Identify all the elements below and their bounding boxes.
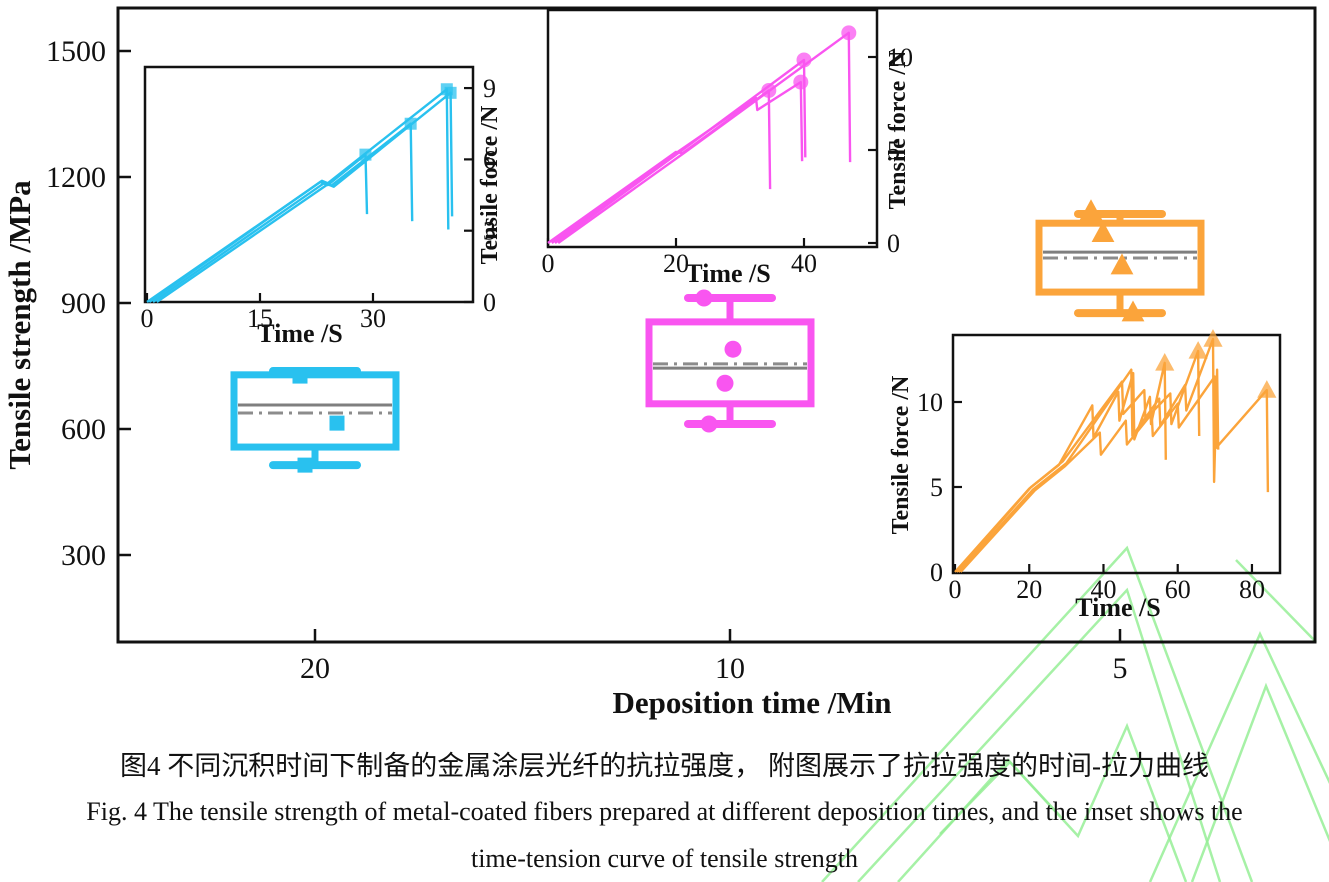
caption-chinese: 图4 不同沉积时间下制备的金属涂层光纤的抗拉强度， 附图展示了抗拉强度的时间-拉…: [120, 751, 1209, 781]
svg-text:Tensile strength /MPa: Tensile strength /MPa: [2, 180, 37, 470]
svg-text:0: 0: [542, 249, 555, 278]
svg-text:Tensile force /N: Tensile force /N: [888, 375, 914, 534]
boxplot-20min: [230, 367, 400, 473]
svg-text:0: 0: [887, 229, 900, 258]
svg-text:9: 9: [483, 74, 496, 103]
svg-text:5: 5: [887, 136, 900, 165]
svg-text:Tensile force /N: Tensile force /N: [885, 50, 911, 209]
inset-10min: 0 20 40 0 5 10 Time /S Tensile force /N: [542, 8, 913, 288]
svg-text:20: 20: [663, 249, 689, 278]
svg-text:900: 900: [61, 287, 106, 320]
svg-text:300: 300: [61, 539, 106, 572]
svg-text:600: 600: [61, 413, 106, 446]
svg-text:80: 80: [1239, 575, 1265, 604]
svg-text:20: 20: [1016, 575, 1042, 604]
svg-text:Deposition time /Min: Deposition time /Min: [613, 685, 892, 720]
svg-text:Time /S: Time /S: [257, 319, 342, 348]
boxplot-5min: [1035, 199, 1205, 322]
svg-text:6: 6: [483, 145, 496, 174]
svg-text:60: 60: [1165, 575, 1191, 604]
svg-text:5: 5: [1113, 652, 1128, 685]
svg-text:15: 15: [247, 304, 273, 333]
svg-text:30: 30: [360, 304, 386, 333]
caption-english-line1: Fig. 4 The tensile strength of metal-coa…: [86, 797, 1243, 826]
svg-text:Time /S: Time /S: [1075, 593, 1160, 622]
inset-20min: 0 15 30 0 3 6 9 Time /S Tensile force /N: [141, 65, 503, 348]
boxplot-10min: [645, 289, 815, 433]
svg-text:Time /S: Time /S: [685, 259, 770, 288]
svg-text:10: 10: [715, 652, 745, 685]
svg-text:20: 20: [300, 652, 330, 685]
svg-text:Tensile force /N: Tensile force /N: [477, 105, 503, 264]
svg-text:1200: 1200: [46, 161, 106, 194]
svg-text:0: 0: [930, 558, 943, 587]
caption-english-line2: time-tension curve of tensile strength: [470, 844, 858, 873]
svg-text:0: 0: [949, 575, 962, 604]
svg-text:0: 0: [483, 288, 496, 317]
svg-text:40: 40: [791, 249, 817, 278]
svg-text:3: 3: [483, 217, 496, 246]
svg-text:1500: 1500: [46, 35, 106, 68]
svg-text:10: 10: [887, 43, 913, 72]
svg-text:5: 5: [930, 473, 943, 502]
svg-text:10: 10: [917, 388, 943, 417]
svg-text:0: 0: [141, 304, 154, 333]
